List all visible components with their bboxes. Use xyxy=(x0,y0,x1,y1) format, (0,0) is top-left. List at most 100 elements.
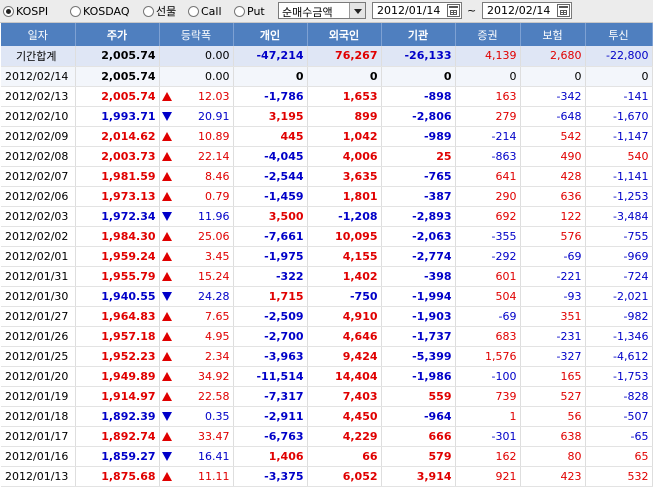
table-row[interactable]: 2012/01/30 1,940.55 24.28 1,715 -750 -1,994 50… xyxy=(1,286,653,307)
cell-date: 2012/02/06 xyxy=(1,186,76,207)
cell-institution: -2,893 xyxy=(381,206,456,227)
radio-futures[interactable]: 선물 xyxy=(143,4,176,18)
table-row[interactable]: 2012/02/14 2,005.74 0.00 0 0 0 0 0 0 xyxy=(1,66,653,87)
table-row[interactable]: 2012/01/18 1,892.39 0.35 -2,911 4,450 -964 1 56… xyxy=(1,406,653,427)
cell-trust: -828 xyxy=(585,386,653,407)
cell-institution: 25 xyxy=(381,146,456,167)
col-header-securities[interactable]: 증권 xyxy=(455,23,521,46)
calendar-icon[interactable] xyxy=(557,4,570,17)
col-header-change[interactable]: 등락폭 xyxy=(159,23,234,46)
cell-individual: -322 xyxy=(233,266,308,287)
cell-price: 2,005.74 xyxy=(75,66,160,87)
cell-foreign: 899 xyxy=(307,106,382,127)
table-row[interactable]: 2012/02/07 1,981.59 8.46 -2,544 3,635 -765 641… xyxy=(1,166,653,187)
cell-change: 11.96 xyxy=(159,206,234,227)
table-row[interactable]: 2012/01/13 1,875.68 11.11 -3,375 6,052 3,914 9… xyxy=(1,466,653,487)
radio-dot[interactable] xyxy=(234,5,245,17)
cell-date: 2012/01/13 xyxy=(1,466,76,487)
cell-individual: 445 xyxy=(233,126,308,147)
cell-securities: -863 xyxy=(455,146,521,167)
metric-select[interactable]: 순매수금액 xyxy=(278,2,366,19)
table-row[interactable]: 2012/01/31 1,955.79 15.24 -322 1,402 -398 601-… xyxy=(1,266,653,287)
cell-institution: -1,737 xyxy=(381,326,456,347)
table-row[interactable]: 2012/02/09 2,014.62 10.89 445 1,042 -989 -214 5… xyxy=(1,126,653,147)
cell-securities: 1 xyxy=(455,406,521,427)
cell-insurance: 638 xyxy=(520,426,586,447)
cell-foreign: 0 xyxy=(307,66,382,87)
radio-dot[interactable] xyxy=(3,5,14,17)
cell-securities: 921 xyxy=(455,466,521,487)
up-triangle-icon xyxy=(161,431,172,441)
summary-row[interactable]: 기간합계 2,005.74 0.00 -47,214 76,267 -26,13… xyxy=(1,46,653,67)
cell-date: 2012/01/17 xyxy=(1,426,76,447)
cell-foreign: -1,208 xyxy=(307,206,382,227)
cell-trust: -507 xyxy=(585,406,653,427)
table-row[interactable]: 2012/01/17 1,892.74 33.47 -6,763 4,229 666 -30… xyxy=(1,426,653,447)
cell-foreign: 3,635 xyxy=(307,166,382,187)
table-row[interactable]: 2012/02/13 2,005.74 12.03 -1,786 1,653 -898 16… xyxy=(1,86,653,107)
cell-securities: 504 xyxy=(455,286,521,307)
chevron-down-icon[interactable] xyxy=(349,3,365,18)
col-header-trust[interactable]: 투신 xyxy=(585,23,653,46)
cell-trust: -969 xyxy=(585,246,653,267)
cell-change: 8.46 xyxy=(159,166,234,187)
up-triangle-icon xyxy=(161,391,172,401)
col-header-date[interactable]: 일자 xyxy=(1,23,76,46)
radio-kosdaq[interactable]: KOSDAQ xyxy=(70,4,130,18)
cell-institution: -964 xyxy=(381,406,456,427)
calendar-icon[interactable] xyxy=(447,4,460,17)
col-header-price[interactable]: 주가 xyxy=(75,23,160,46)
up-triangle-icon xyxy=(161,251,172,261)
cell-change: 0.35 xyxy=(159,406,234,427)
table-row[interactable]: 2012/01/26 1,957.18 4.95 -2,700 4,646 -1,737 6… xyxy=(1,326,653,347)
cell-institution: -398 xyxy=(381,266,456,287)
cell-insurance: 351 xyxy=(520,306,586,327)
radio-kospi[interactable]: KOSPI xyxy=(3,4,48,18)
radio-put[interactable]: Put xyxy=(234,4,265,18)
table-row[interactable]: 2012/02/08 2,003.73 22.14 -4,045 4,006 25 -863… xyxy=(1,146,653,167)
table-row[interactable]: 2012/02/06 1,973.13 0.79 -1,459 1,801 -387 290… xyxy=(1,186,653,207)
up-triangle-icon xyxy=(161,231,172,241)
cell-date: 2012/01/16 xyxy=(1,446,76,467)
cell-insurance: 165 xyxy=(520,366,586,387)
table-row[interactable]: 2012/01/19 1,914.97 22.58 -7,317 7,403 559 739… xyxy=(1,386,653,407)
cell-date: 2012/01/30 xyxy=(1,286,76,307)
col-header-individual[interactable]: 개인 xyxy=(233,23,308,46)
table-row[interactable]: 2012/02/10 1,993.71 20.91 3,195 899 -2,806 279… xyxy=(1,106,653,127)
cell-individual: -7,661 xyxy=(233,226,308,247)
col-header-institution[interactable]: 기관 xyxy=(381,23,456,46)
cell-change: 33.47 xyxy=(159,426,234,447)
cell-change: 24.28 xyxy=(159,286,234,307)
cell-date: 2012/01/19 xyxy=(1,386,76,407)
cell-price: 1,973.13 xyxy=(75,186,160,207)
cell-insurance: -648 xyxy=(520,106,586,127)
cell-insurance: 542 xyxy=(520,126,586,147)
table-row[interactable]: 2012/02/02 1,984.30 25.06 -7,661 10,095 -2,06… xyxy=(1,226,653,247)
date-to-field[interactable]: 2012/02/14 xyxy=(482,2,572,19)
cell-date: 2012/02/01 xyxy=(1,246,76,267)
date-from-field[interactable]: 2012/01/14 xyxy=(372,2,462,19)
radio-dot[interactable] xyxy=(188,5,199,17)
cell-trust: -1,670 xyxy=(585,106,653,127)
cell-individual: -2,544 xyxy=(233,166,308,187)
table-row[interactable]: 2012/01/20 1,949.89 34.92 -11,514 14,404 -1,9… xyxy=(1,366,653,387)
radio-dot[interactable] xyxy=(143,5,154,17)
table-row[interactable]: 2012/01/16 1,859.27 16.41 1,406 66 579 162 80 65 xyxy=(1,446,653,467)
radio-call[interactable]: Call xyxy=(188,4,222,18)
col-header-foreign[interactable]: 외국인 xyxy=(307,23,382,46)
table-row[interactable]: 2012/01/27 1,964.83 7.65 -2,509 4,910 -1,903-… xyxy=(1,306,653,327)
table-row[interactable]: 2012/02/01 1,959.24 3.45 -1,975 4,155 -2,774-… xyxy=(1,246,653,267)
cell-individual: 1,406 xyxy=(233,446,308,467)
cell-date: 2012/02/10 xyxy=(1,106,76,127)
cell-trust: -1,141 xyxy=(585,166,653,187)
table-row[interactable]: 2012/01/25 1,952.23 2.34 -3,963 9,424 -5,399 1… xyxy=(1,346,653,367)
cell-trust: -982 xyxy=(585,306,653,327)
table-row[interactable]: 2012/02/03 1,972.34 11.96 3,500 -1,208 -2,893… xyxy=(1,206,653,227)
cell-securities: -355 xyxy=(455,226,521,247)
cell-insurance: 423 xyxy=(520,466,586,487)
cell-change: 22.14 xyxy=(159,146,234,167)
col-header-insurance[interactable]: 보험 xyxy=(520,23,586,46)
cell-institution: -5,399 xyxy=(381,346,456,367)
cell-price: 1,993.71 xyxy=(75,106,160,127)
radio-dot[interactable] xyxy=(70,5,81,17)
